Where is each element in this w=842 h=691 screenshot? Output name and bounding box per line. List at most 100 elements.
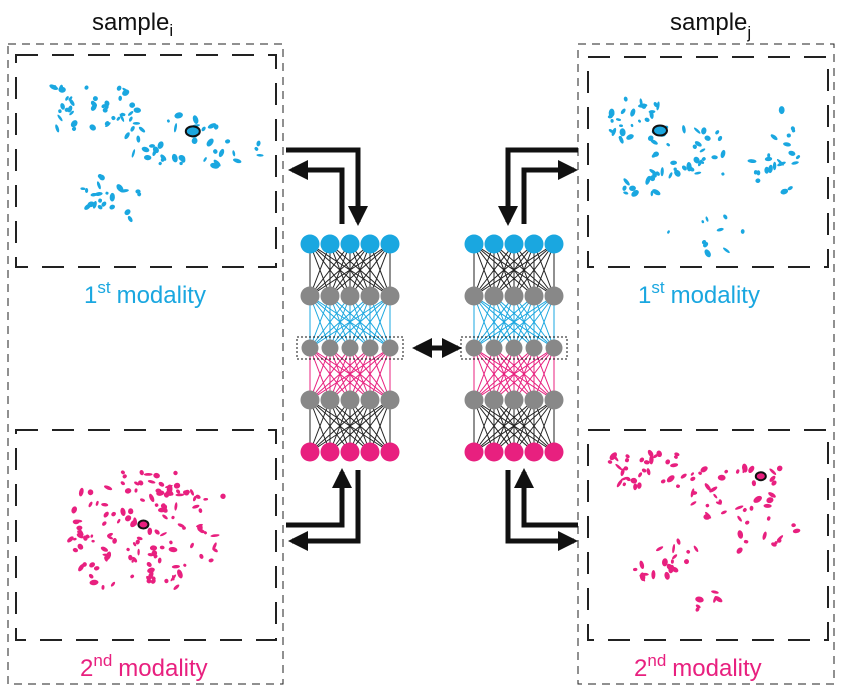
scatter-point — [715, 130, 720, 135]
network-node — [300, 286, 320, 306]
network-sample-j — [460, 234, 568, 462]
scatter-point — [769, 468, 777, 475]
scatter-point — [101, 585, 105, 590]
encode-arrow-i2 — [286, 468, 352, 528]
scatter-point — [218, 148, 225, 158]
scatter-point — [171, 574, 175, 581]
scatter-point — [620, 108, 626, 115]
scatter-point — [136, 135, 141, 143]
scatter-point — [129, 102, 136, 108]
scatter-point — [89, 562, 95, 568]
network-edge — [473, 347, 535, 401]
network-node — [340, 286, 360, 306]
network-edge — [329, 295, 391, 349]
network-node — [320, 234, 340, 254]
layer-modality-2-input — [464, 442, 564, 462]
scatter-point — [651, 570, 656, 580]
scatter-point — [111, 511, 116, 517]
network-node — [504, 286, 524, 306]
scatter-point — [771, 542, 777, 547]
scatter-point — [84, 85, 89, 90]
scatter-point — [69, 98, 75, 106]
sample-j-modality-1-label: 1st modality — [638, 278, 760, 309]
scatter-point — [756, 170, 761, 176]
scatter-point — [630, 123, 634, 128]
scatter-point — [57, 114, 63, 122]
scatter-point — [67, 105, 73, 113]
scatter-point — [256, 140, 261, 147]
network-node — [544, 234, 564, 254]
scatter-point — [737, 515, 742, 522]
scatter-point — [220, 493, 226, 499]
layer-shared-latent — [465, 339, 563, 357]
scatter-point — [667, 230, 670, 234]
network-node — [380, 442, 400, 462]
scatter-point — [655, 171, 660, 176]
scatter-point — [655, 546, 664, 552]
scatter-point — [72, 126, 77, 131]
network-node — [320, 286, 340, 306]
scatter-point — [623, 466, 629, 471]
scatter-point — [97, 205, 103, 210]
scatter-point — [720, 510, 727, 515]
scatter-point — [681, 165, 687, 171]
scatter-point — [768, 164, 773, 174]
sample-j-modality-2-box — [587, 429, 829, 641]
network-node — [544, 390, 564, 410]
scatter-point — [766, 516, 771, 521]
scatter-point — [656, 450, 662, 458]
scatter-point — [104, 556, 108, 562]
highlighted-point — [754, 471, 767, 482]
scatter-point — [155, 488, 162, 494]
scatter-point — [619, 124, 623, 128]
network-edge — [309, 347, 351, 401]
scatter-point — [641, 103, 647, 109]
network-edge — [513, 347, 555, 401]
network-edge — [309, 347, 371, 401]
network-node — [361, 339, 379, 357]
scatter-point — [198, 508, 203, 513]
scatter-point — [723, 214, 728, 220]
scatter-point — [791, 161, 799, 165]
layer-hidden — [300, 286, 400, 306]
network-node — [360, 286, 380, 306]
scatter-point — [747, 159, 757, 164]
scatter-point — [722, 247, 730, 254]
scatter-point — [652, 189, 661, 196]
network-edge — [473, 295, 535, 349]
scatter-point — [197, 524, 203, 532]
scatter-point — [171, 515, 175, 520]
scatter-point — [763, 503, 772, 508]
scatter-point — [705, 511, 712, 519]
scatter-point — [133, 517, 138, 526]
sample-i-modality-2-arrows — [286, 468, 361, 551]
scatter-point — [152, 146, 159, 154]
scatter-point — [137, 548, 140, 556]
layer-modality-2-input — [300, 442, 400, 462]
scatter-point — [666, 564, 672, 570]
scatter-point — [143, 472, 153, 476]
network-edge — [473, 399, 515, 453]
scatter-point — [671, 566, 679, 573]
scatter-point — [652, 454, 659, 459]
network-node — [484, 442, 504, 462]
scatter-point — [615, 463, 623, 471]
scatter-point — [646, 468, 651, 476]
network-node — [545, 339, 563, 357]
scatter-point — [666, 143, 670, 147]
scatter-point — [78, 487, 84, 497]
scatter-point — [254, 146, 259, 151]
scatter-point — [660, 167, 664, 177]
scatter-point — [786, 133, 791, 138]
scatter-point — [160, 503, 166, 508]
scatter-point — [695, 604, 701, 609]
network-node — [340, 234, 360, 254]
scatter-point — [149, 493, 155, 502]
network-node — [320, 442, 340, 462]
scatter-point — [792, 528, 801, 534]
scatter-point — [697, 159, 703, 167]
sample-i-modality-1-label: 1st modality — [84, 278, 206, 309]
scatter-point — [130, 125, 135, 132]
scatter-point — [751, 480, 757, 487]
network-node — [524, 234, 544, 254]
